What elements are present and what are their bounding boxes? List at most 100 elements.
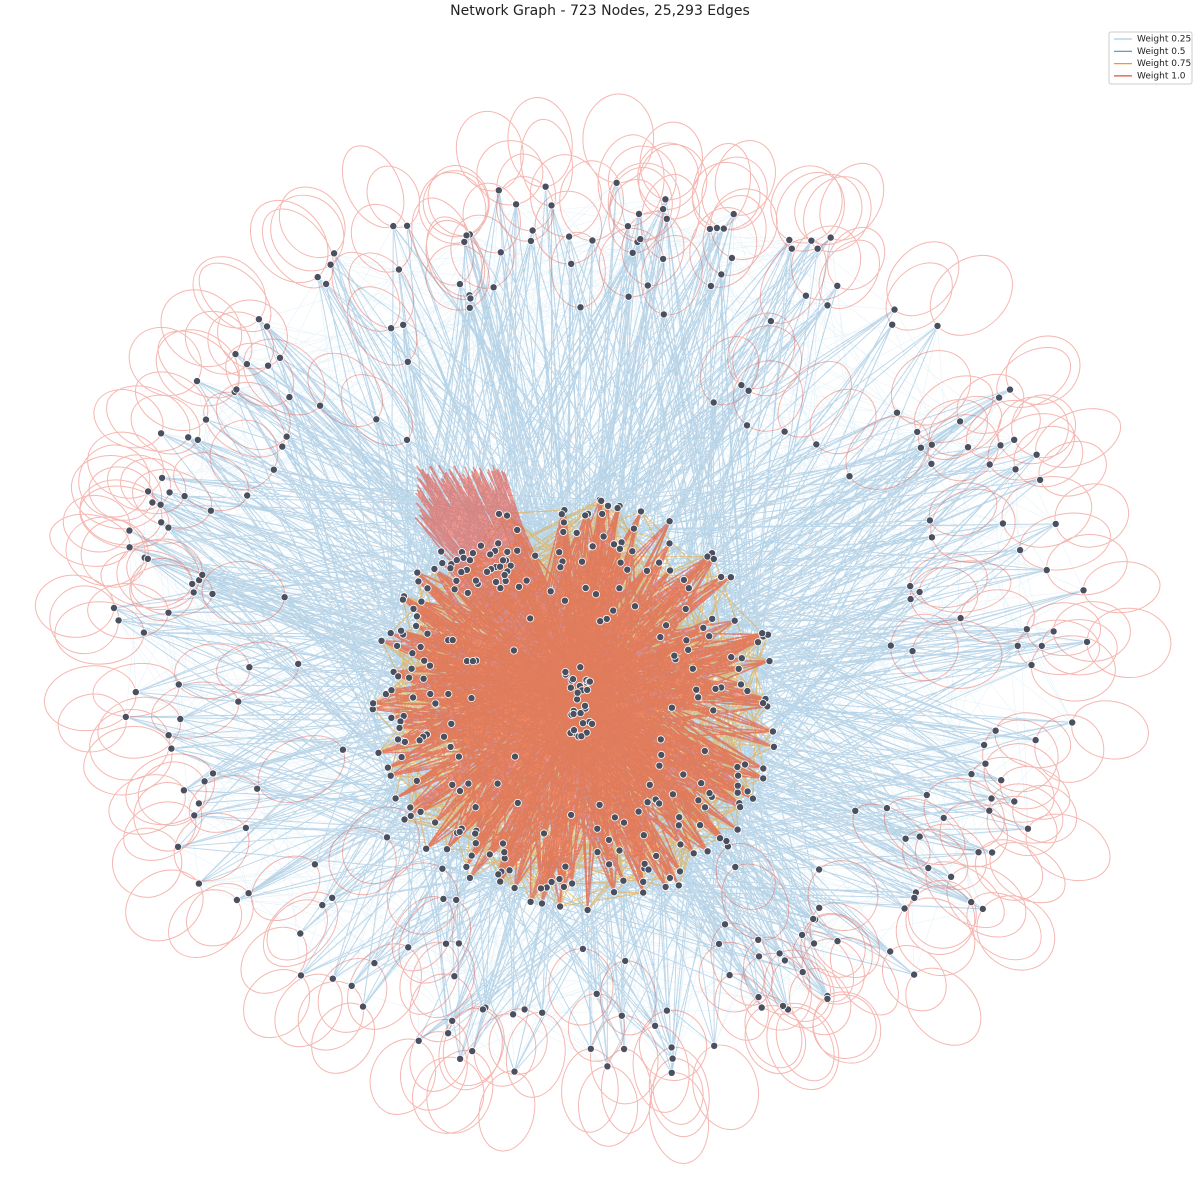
node — [386, 771, 395, 780]
node — [513, 798, 522, 807]
node — [395, 723, 404, 732]
node — [665, 539, 674, 548]
node — [640, 859, 649, 868]
node — [674, 821, 683, 830]
node — [645, 780, 654, 789]
node — [467, 851, 476, 860]
node — [780, 956, 789, 965]
node — [1027, 661, 1036, 670]
node — [393, 735, 402, 744]
node — [810, 939, 819, 948]
node — [189, 588, 198, 597]
node — [706, 281, 715, 290]
node — [110, 604, 119, 613]
node — [452, 576, 461, 585]
node — [980, 741, 989, 750]
node — [439, 732, 448, 741]
node — [731, 863, 740, 872]
node — [665, 874, 674, 883]
node — [629, 524, 638, 533]
node — [913, 427, 922, 436]
node — [510, 884, 519, 893]
node — [296, 929, 305, 938]
node — [455, 827, 464, 836]
node — [915, 588, 924, 597]
node — [845, 472, 854, 481]
node — [567, 810, 576, 819]
self-loops — [34, 93, 1172, 1165]
node — [407, 664, 416, 673]
node — [908, 647, 917, 656]
node — [727, 653, 736, 662]
node — [910, 970, 919, 979]
node — [759, 764, 768, 773]
node — [555, 875, 564, 884]
node — [734, 771, 743, 780]
node — [588, 542, 597, 551]
node — [927, 533, 936, 542]
node — [437, 547, 446, 556]
node — [620, 1045, 629, 1054]
node — [513, 526, 522, 535]
node — [888, 320, 897, 329]
node — [661, 882, 670, 891]
node — [692, 685, 701, 694]
node — [206, 506, 215, 515]
node — [628, 547, 637, 556]
node — [610, 540, 619, 549]
node — [194, 799, 203, 808]
node — [956, 614, 965, 623]
node — [381, 690, 390, 699]
node — [500, 571, 509, 580]
node — [465, 303, 474, 312]
node — [316, 401, 325, 410]
node — [431, 699, 440, 708]
node — [621, 956, 630, 965]
node — [998, 519, 1007, 528]
node — [328, 974, 337, 983]
node — [114, 616, 123, 625]
node — [754, 638, 763, 647]
node — [710, 1041, 719, 1050]
node — [200, 777, 209, 786]
node — [615, 584, 624, 593]
node — [812, 440, 821, 449]
node — [597, 496, 606, 505]
node — [494, 509, 503, 518]
node — [754, 935, 763, 944]
node — [403, 357, 412, 366]
node — [715, 939, 724, 948]
node — [733, 825, 742, 834]
node — [588, 719, 597, 728]
node — [408, 649, 417, 658]
node — [515, 582, 524, 591]
node — [759, 699, 768, 708]
node — [310, 860, 319, 869]
node — [617, 538, 626, 547]
legend-box — [1108, 31, 1193, 85]
node — [652, 851, 661, 860]
node — [674, 881, 683, 890]
node — [417, 597, 426, 606]
node — [412, 622, 421, 631]
node — [198, 570, 207, 579]
node — [766, 317, 775, 326]
node — [743, 687, 752, 696]
node — [264, 361, 273, 370]
node — [886, 641, 895, 650]
node — [394, 265, 403, 274]
node — [581, 584, 590, 593]
node — [1013, 641, 1022, 650]
node — [403, 221, 412, 230]
node — [659, 254, 668, 263]
node — [583, 685, 592, 694]
node — [560, 596, 569, 605]
node — [569, 675, 578, 684]
node — [419, 674, 428, 683]
node — [924, 864, 933, 873]
node — [338, 745, 347, 754]
node — [733, 781, 742, 790]
node — [655, 761, 664, 770]
node — [596, 617, 605, 626]
